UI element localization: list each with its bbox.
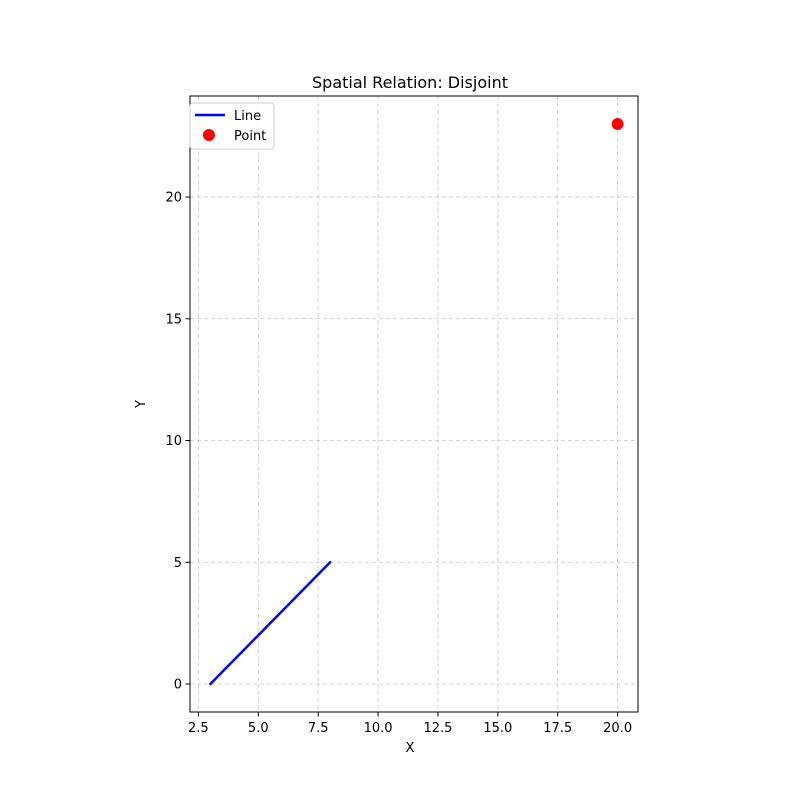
y-axis-label: Y — [134, 400, 149, 409]
legend: Line Point — [189, 102, 275, 150]
y-tick-label: 20 — [165, 191, 182, 206]
x-axis-label: X — [406, 741, 415, 756]
legend-label-line: Line — [234, 109, 261, 124]
x-axis-ticks: 2.5 5.0 7.5 10.0 12.5 15.0 17.5 20.0 — [188, 712, 632, 736]
legend-point-swatch — [203, 129, 215, 141]
x-tick-label: 15.0 — [483, 721, 512, 736]
x-tick-label: 5.0 — [248, 721, 269, 736]
x-tick-label: 10.0 — [364, 721, 393, 736]
grid — [190, 96, 638, 712]
x-tick-label: 17.5 — [543, 721, 572, 736]
plot-frame — [189, 95, 639, 713]
y-tick-label: 5 — [174, 556, 182, 571]
x-tick-label: 7.5 — [308, 721, 329, 736]
chart-title: Spatial Relation: Disjoint — [312, 73, 508, 92]
x-tick-label: 12.5 — [423, 721, 452, 736]
y-tick-label: 15 — [165, 312, 182, 327]
plot-data — [209, 118, 624, 686]
series-point — [611, 118, 624, 130]
x-tick-label: 2.5 — [188, 721, 209, 736]
y-tick-label: 10 — [165, 434, 182, 449]
y-tick-label: 0 — [174, 678, 182, 693]
y-axis-ticks: 0 5 10 15 20 — [165, 191, 190, 693]
legend-label-point: Point — [234, 129, 266, 144]
series-line — [209, 561, 332, 686]
x-tick-label: 20.0 — [603, 721, 632, 736]
